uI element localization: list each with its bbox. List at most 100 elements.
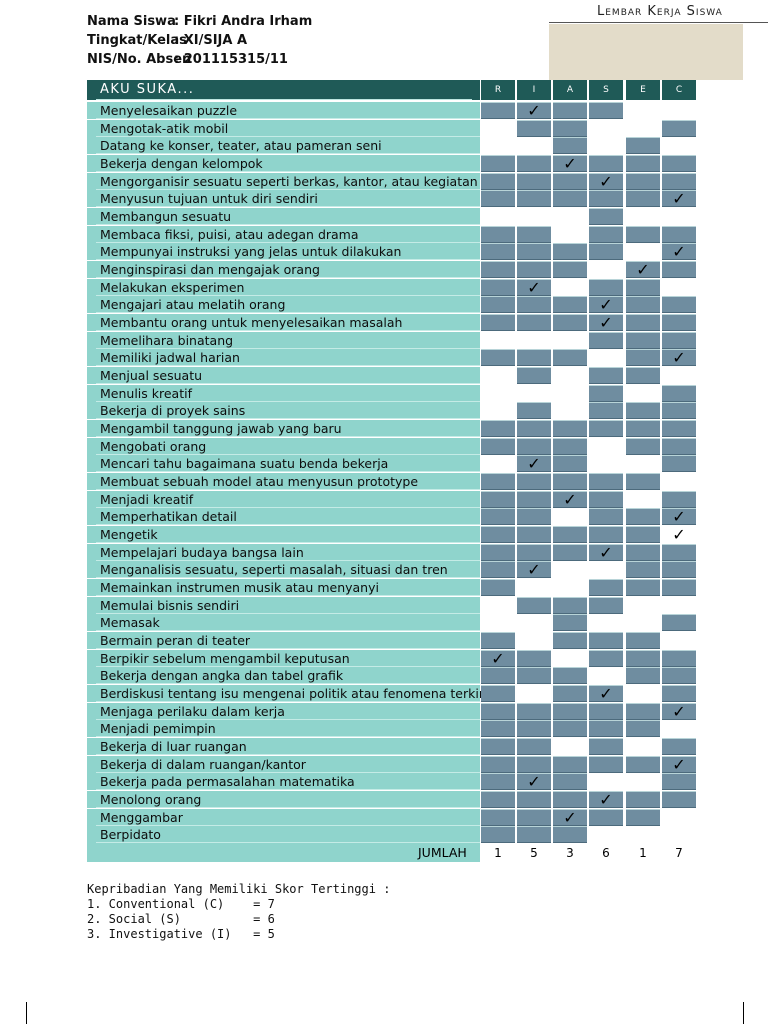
checkbox-cell-r[interactable] bbox=[481, 614, 515, 631]
checkbox-cell-s[interactable] bbox=[589, 420, 623, 437]
checkbox-cell-e[interactable] bbox=[626, 809, 660, 826]
checkbox-cell-s[interactable] bbox=[589, 296, 623, 313]
checkbox-cell-i[interactable] bbox=[517, 561, 551, 578]
checkbox-cell-i[interactable] bbox=[517, 261, 551, 278]
checkbox-cell-e[interactable] bbox=[626, 402, 660, 419]
checkbox-cell-a[interactable] bbox=[553, 491, 587, 508]
checkbox-cell-a[interactable] bbox=[553, 526, 587, 543]
checkbox-cell-a[interactable] bbox=[553, 455, 587, 472]
checkbox-cell-r[interactable] bbox=[481, 314, 515, 331]
checkbox-cell-c[interactable] bbox=[662, 120, 696, 137]
checkbox-cell-r[interactable] bbox=[481, 455, 515, 472]
checkbox-cell-s[interactable] bbox=[589, 703, 623, 720]
checkbox-cell-a[interactable] bbox=[553, 243, 587, 260]
checkbox-cell-s[interactable] bbox=[589, 243, 623, 260]
checkbox-cell-c[interactable] bbox=[662, 703, 696, 720]
checkbox-cell-a[interactable] bbox=[553, 332, 587, 349]
checkbox-cell-c[interactable] bbox=[662, 349, 696, 366]
checkbox-cell-i[interactable] bbox=[517, 349, 551, 366]
checkbox-cell-s[interactable] bbox=[589, 579, 623, 596]
checkbox-cell-s[interactable] bbox=[589, 120, 623, 137]
checkbox-cell-e[interactable] bbox=[626, 720, 660, 737]
checkbox-cell-r[interactable] bbox=[481, 208, 515, 225]
checkbox-cell-c[interactable] bbox=[662, 791, 696, 808]
checkbox-cell-s[interactable] bbox=[589, 349, 623, 366]
checkbox-cell-a[interactable] bbox=[553, 561, 587, 578]
checkbox-cell-i[interactable] bbox=[517, 137, 551, 154]
checkbox-cell-s[interactable] bbox=[589, 544, 623, 561]
checkbox-cell-s[interactable] bbox=[589, 826, 623, 843]
checkbox-cell-a[interactable] bbox=[553, 508, 587, 525]
checkbox-cell-a[interactable] bbox=[553, 473, 587, 490]
checkbox-cell-c[interactable] bbox=[662, 190, 696, 207]
checkbox-cell-r[interactable] bbox=[481, 473, 515, 490]
checkbox-cell-i[interactable] bbox=[517, 385, 551, 402]
checkbox-cell-e[interactable] bbox=[626, 208, 660, 225]
checkbox-cell-c[interactable] bbox=[662, 579, 696, 596]
checkbox-cell-s[interactable] bbox=[589, 438, 623, 455]
checkbox-cell-r[interactable] bbox=[481, 720, 515, 737]
checkbox-cell-c[interactable] bbox=[662, 314, 696, 331]
checkbox-cell-e[interactable] bbox=[626, 455, 660, 472]
checkbox-cell-c[interactable] bbox=[662, 438, 696, 455]
checkbox-cell-e[interactable] bbox=[626, 826, 660, 843]
checkbox-cell-e[interactable] bbox=[626, 438, 660, 455]
checkbox-cell-e[interactable] bbox=[626, 155, 660, 172]
checkbox-cell-e[interactable] bbox=[626, 226, 660, 243]
checkbox-cell-r[interactable] bbox=[481, 279, 515, 296]
checkbox-cell-c[interactable] bbox=[662, 137, 696, 154]
checkbox-cell-i[interactable] bbox=[517, 226, 551, 243]
checkbox-cell-e[interactable] bbox=[626, 667, 660, 684]
checkbox-cell-c[interactable] bbox=[662, 526, 696, 543]
checkbox-cell-i[interactable] bbox=[517, 367, 551, 384]
checkbox-cell-i[interactable] bbox=[517, 614, 551, 631]
checkbox-cell-e[interactable] bbox=[626, 261, 660, 278]
checkbox-cell-a[interactable] bbox=[553, 703, 587, 720]
checkbox-cell-r[interactable] bbox=[481, 809, 515, 826]
checkbox-cell-s[interactable] bbox=[589, 385, 623, 402]
checkbox-cell-e[interactable] bbox=[626, 526, 660, 543]
checkbox-cell-r[interactable] bbox=[481, 703, 515, 720]
checkbox-cell-e[interactable] bbox=[626, 173, 660, 190]
checkbox-cell-s[interactable] bbox=[589, 367, 623, 384]
checkbox-cell-a[interactable] bbox=[553, 773, 587, 790]
checkbox-cell-a[interactable] bbox=[553, 756, 587, 773]
checkbox-cell-i[interactable] bbox=[517, 120, 551, 137]
checkbox-cell-a[interactable] bbox=[553, 279, 587, 296]
checkbox-cell-r[interactable] bbox=[481, 367, 515, 384]
checkbox-cell-r[interactable] bbox=[481, 173, 515, 190]
checkbox-cell-c[interactable] bbox=[662, 508, 696, 525]
checkbox-cell-a[interactable] bbox=[553, 102, 587, 119]
checkbox-cell-i[interactable] bbox=[517, 526, 551, 543]
checkbox-cell-a[interactable] bbox=[553, 314, 587, 331]
checkbox-cell-a[interactable] bbox=[553, 614, 587, 631]
checkbox-cell-i[interactable] bbox=[517, 208, 551, 225]
checkbox-cell-s[interactable] bbox=[589, 491, 623, 508]
checkbox-cell-r[interactable] bbox=[481, 402, 515, 419]
checkbox-cell-c[interactable] bbox=[662, 296, 696, 313]
checkbox-cell-c[interactable] bbox=[662, 685, 696, 702]
checkbox-cell-c[interactable] bbox=[662, 773, 696, 790]
checkbox-cell-s[interactable] bbox=[589, 756, 623, 773]
checkbox-cell-c[interactable] bbox=[662, 473, 696, 490]
checkbox-cell-a[interactable] bbox=[553, 420, 587, 437]
checkbox-cell-s[interactable] bbox=[589, 402, 623, 419]
checkbox-cell-i[interactable] bbox=[517, 332, 551, 349]
checkbox-cell-i[interactable] bbox=[517, 826, 551, 843]
checkbox-cell-e[interactable] bbox=[626, 332, 660, 349]
checkbox-cell-s[interactable] bbox=[589, 597, 623, 614]
checkbox-cell-e[interactable] bbox=[626, 367, 660, 384]
checkbox-cell-a[interactable] bbox=[553, 137, 587, 154]
checkbox-cell-e[interactable] bbox=[626, 650, 660, 667]
checkbox-cell-i[interactable] bbox=[517, 508, 551, 525]
checkbox-cell-s[interactable] bbox=[589, 773, 623, 790]
checkbox-cell-i[interactable] bbox=[517, 296, 551, 313]
checkbox-cell-r[interactable] bbox=[481, 332, 515, 349]
checkbox-cell-a[interactable] bbox=[553, 738, 587, 755]
checkbox-cell-e[interactable] bbox=[626, 773, 660, 790]
checkbox-cell-e[interactable] bbox=[626, 614, 660, 631]
checkbox-cell-i[interactable] bbox=[517, 491, 551, 508]
checkbox-cell-e[interactable] bbox=[626, 102, 660, 119]
checkbox-cell-e[interactable] bbox=[626, 420, 660, 437]
checkbox-cell-i[interactable] bbox=[517, 279, 551, 296]
